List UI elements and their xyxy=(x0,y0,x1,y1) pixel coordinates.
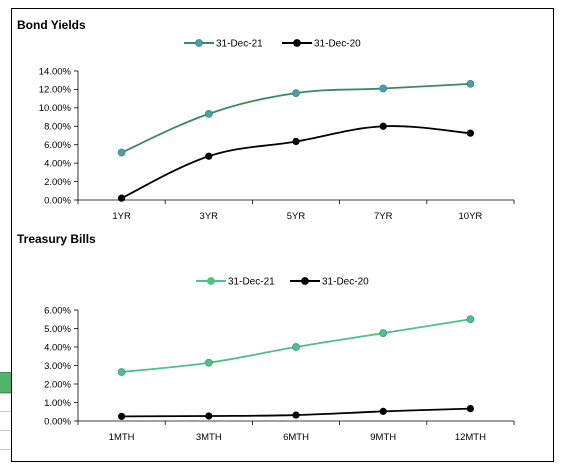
row-gridline xyxy=(0,430,11,431)
y-tick-label: 3.00% xyxy=(44,361,71,372)
y-tick-label: 12.00% xyxy=(39,85,72,96)
x-tick-label: 6MTH xyxy=(283,432,309,443)
y-tick-label: 4.00% xyxy=(44,158,71,169)
y-tick-label: 6.00% xyxy=(44,140,71,151)
y-tick-label: 0.00% xyxy=(44,416,71,427)
charts-svg: Bond Yields 31-Dec-21 31-Dec-20 0.00% 2.00% 4… xyxy=(17,18,515,443)
data-point xyxy=(204,358,213,367)
legend-label: 31-Dec-20 xyxy=(322,277,369,288)
chart-object[interactable]: Bond Yields 31-Dec-21 31-Dec-20 0.00% 2.00% 4… xyxy=(11,8,554,462)
y-tick-label: 4.00% xyxy=(44,342,71,353)
bond-yields-chart: Bond Yields 31-Dec-21 31-Dec-20 0.00% 2.00% 4… xyxy=(17,18,515,222)
x-tick-label: 1YR xyxy=(112,211,131,222)
x-tick-label: 12MTH xyxy=(455,432,486,443)
row-gridline xyxy=(0,449,11,450)
treasury-bills-chart: Treasury Bills 31-Dec-21 31-Dec-20 0.00% 1.0… xyxy=(17,232,515,443)
y-tick-label: 0.00% xyxy=(44,195,71,206)
y-tick-label: 10.00% xyxy=(39,103,72,114)
data-point xyxy=(466,80,475,88)
x-tick-label: 7YR xyxy=(374,211,393,222)
x-tick-label: 3MTH xyxy=(196,432,222,443)
data-point xyxy=(466,315,475,324)
row-gridline xyxy=(0,411,11,412)
legend-marker xyxy=(301,277,309,285)
treasury-bills-title: Treasury Bills xyxy=(17,232,96,246)
data-point xyxy=(292,411,300,419)
legend-label: 31-Dec-21 xyxy=(228,277,275,288)
x-tick-label: 5YR xyxy=(287,211,306,222)
data-point xyxy=(205,152,213,160)
y-tick-label: 5.00% xyxy=(44,324,71,335)
bond-yields-title: Bond Yields xyxy=(17,18,86,32)
y-tick-label: 2.00% xyxy=(44,177,71,188)
data-point xyxy=(205,412,213,420)
data-point xyxy=(466,129,474,137)
data-point xyxy=(379,84,388,93)
data-point xyxy=(379,407,387,415)
x-tick-label: 3YR xyxy=(200,211,219,222)
data-point xyxy=(118,412,126,420)
data-point xyxy=(292,89,300,98)
legend-label: 31-Dec-20 xyxy=(314,39,361,50)
data-point xyxy=(117,368,126,376)
legend-marker xyxy=(293,39,301,47)
data-point xyxy=(204,109,213,118)
y-tick-label: 8.00% xyxy=(44,122,71,133)
data-point xyxy=(292,343,300,351)
data-point xyxy=(379,329,388,338)
data-point xyxy=(379,122,387,130)
y-tick-label: 6.00% xyxy=(44,305,71,316)
data-point xyxy=(118,194,126,202)
data-point xyxy=(292,137,300,146)
data-point xyxy=(466,405,474,413)
legend-label: 31-Dec-21 xyxy=(216,39,263,50)
x-tick-label: 1MTH xyxy=(109,432,135,443)
y-tick-label: 14.00% xyxy=(39,66,72,77)
spreadsheet-left-edge xyxy=(0,0,11,464)
x-tick-label: 10YR xyxy=(459,211,483,222)
row-gridline xyxy=(0,393,11,394)
selected-cell[interactable] xyxy=(0,372,11,393)
y-tick-label: 1.00% xyxy=(44,398,71,409)
x-tick-label: 9MTH xyxy=(370,432,396,443)
legend-marker xyxy=(195,39,203,47)
y-tick-label: 2.00% xyxy=(44,379,71,390)
legend-marker xyxy=(207,277,215,285)
data-point xyxy=(117,148,126,157)
series-line xyxy=(121,125,471,199)
